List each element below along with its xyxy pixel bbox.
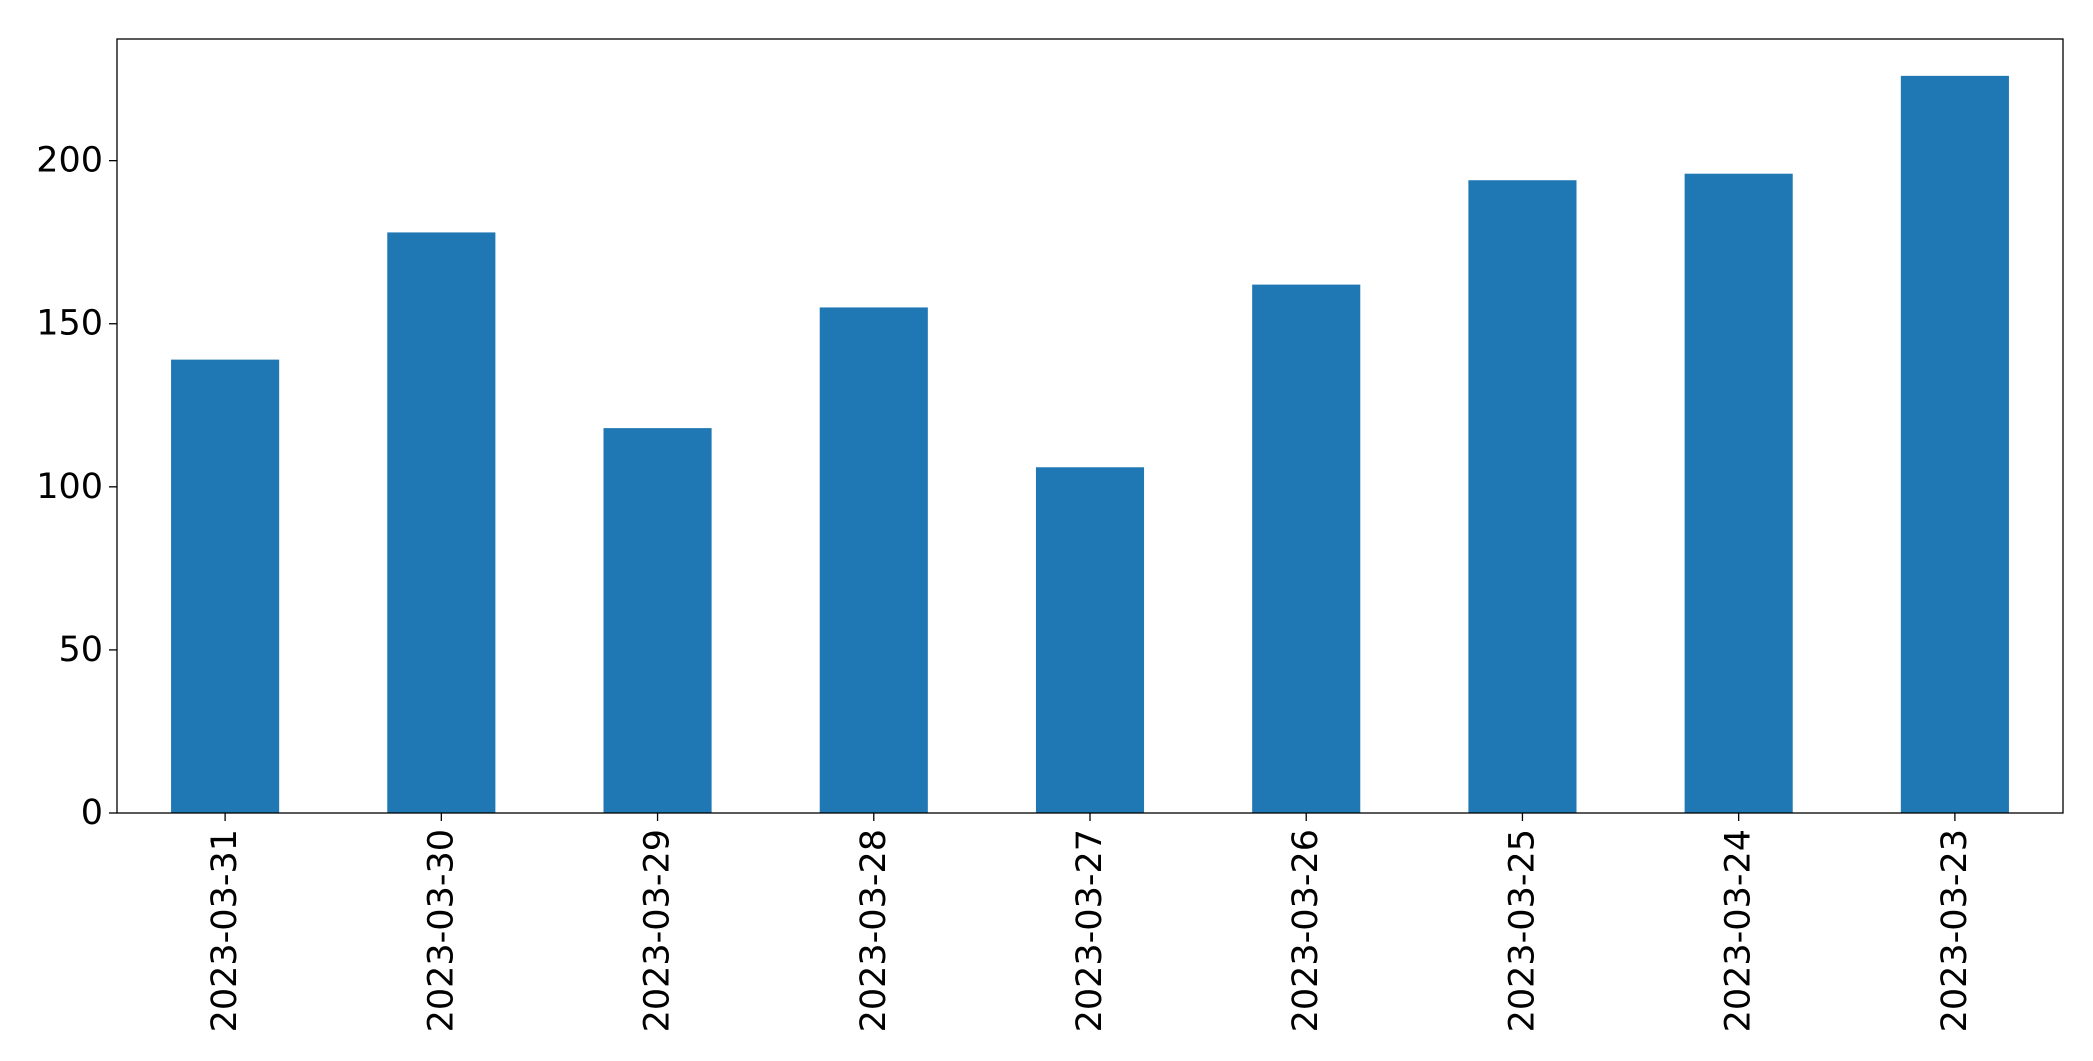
bar-2023-03-27 bbox=[1035, 467, 1145, 813]
bar-2023-03-24 bbox=[1684, 173, 1793, 814]
x-tick-label: 2023-03-30 bbox=[421, 829, 461, 1032]
bar-2023-03-29 bbox=[603, 428, 712, 813]
x-tick-label: 2023-03-24 bbox=[1719, 829, 1759, 1032]
plot-frame bbox=[116, 38, 2064, 814]
bar-2023-03-25 bbox=[1468, 180, 1577, 814]
x-tick-label: 2023-03-26 bbox=[1286, 829, 1326, 1032]
x-tick-label: 2023-03-25 bbox=[1502, 829, 1542, 1032]
x-tick-label: 2023-03-31 bbox=[205, 829, 245, 1032]
bar-2023-03-30 bbox=[387, 232, 496, 813]
x-tick-label: 2023-03-29 bbox=[638, 829, 678, 1032]
bar-2023-03-28 bbox=[819, 307, 928, 813]
x-tick-label: 2023-03-27 bbox=[1070, 829, 1110, 1032]
bar-2023-03-26 bbox=[1252, 284, 1361, 813]
y-tick-label: 0 bbox=[81, 793, 103, 833]
y-tick-label: 50 bbox=[58, 630, 103, 670]
bar-2023-03-31 bbox=[171, 359, 280, 813]
bars-group bbox=[171, 75, 2009, 814]
x-axis-ticks: 2023-03-31 2023-03-30 2023-03-29 2023-03-28… bbox=[205, 813, 1975, 1032]
x-tick-label: 2023-03-28 bbox=[854, 829, 894, 1032]
y-tick-label: 150 bbox=[36, 304, 103, 344]
x-tick-label: 2023-03-23 bbox=[1935, 829, 1975, 1032]
y-tick-label: 100 bbox=[36, 467, 103, 507]
y-tick-label: 200 bbox=[36, 141, 103, 181]
bar-2023-03-23 bbox=[1900, 75, 2009, 814]
y-axis-ticks: 0 50 100 150 200 bbox=[36, 141, 117, 833]
